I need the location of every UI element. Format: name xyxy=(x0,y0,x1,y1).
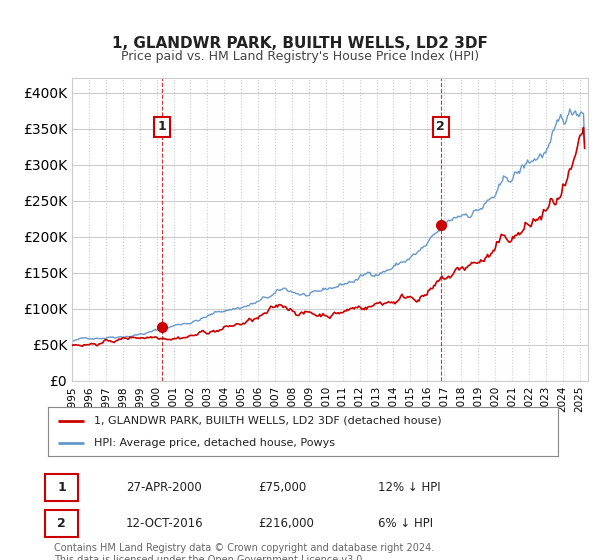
Text: HPI: Average price, detached house, Powys: HPI: Average price, detached house, Powy… xyxy=(94,437,335,447)
Text: 1: 1 xyxy=(57,481,66,494)
FancyBboxPatch shape xyxy=(45,474,78,501)
Text: Contains HM Land Registry data © Crown copyright and database right 2024.
This d: Contains HM Land Registry data © Crown c… xyxy=(54,543,434,560)
Text: 1: 1 xyxy=(158,120,166,133)
FancyBboxPatch shape xyxy=(45,510,78,537)
Text: 2: 2 xyxy=(57,517,66,530)
Text: 12-OCT-2016: 12-OCT-2016 xyxy=(126,517,203,530)
Text: 2: 2 xyxy=(436,120,445,133)
Text: 1, GLANDWR PARK, BUILTH WELLS, LD2 3DF: 1, GLANDWR PARK, BUILTH WELLS, LD2 3DF xyxy=(112,36,488,52)
Text: £75,000: £75,000 xyxy=(258,481,306,494)
Text: 1, GLANDWR PARK, BUILTH WELLS, LD2 3DF (detached house): 1, GLANDWR PARK, BUILTH WELLS, LD2 3DF (… xyxy=(94,416,442,426)
Text: 27-APR-2000: 27-APR-2000 xyxy=(126,481,202,494)
Text: Price paid vs. HM Land Registry's House Price Index (HPI): Price paid vs. HM Land Registry's House … xyxy=(121,50,479,63)
Text: 6% ↓ HPI: 6% ↓ HPI xyxy=(378,517,433,530)
Text: 12% ↓ HPI: 12% ↓ HPI xyxy=(378,481,440,494)
Text: £216,000: £216,000 xyxy=(258,517,314,530)
